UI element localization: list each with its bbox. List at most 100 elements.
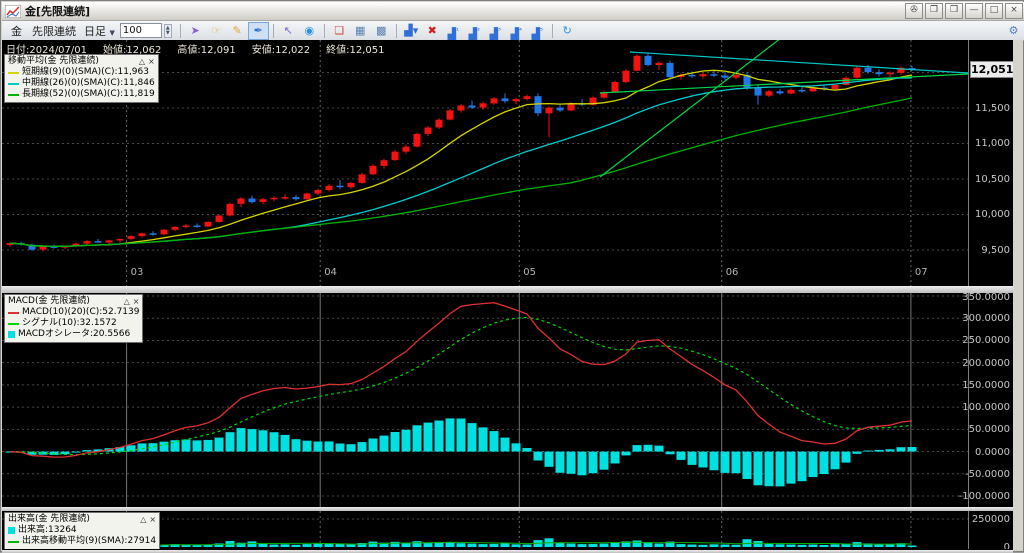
legend-row-label: 出来高:13264 — [18, 525, 77, 535]
macd-panel: MACD(金 先限連続) △ × MACD(10)(20)(C):52.7139 シグナ… — [2, 293, 1013, 507]
legend-close-icon[interactable]: × — [149, 515, 157, 524]
volume-bar — [731, 544, 741, 547]
macd-histogram-bar — [335, 443, 345, 452]
indicator-preset-1-icon[interactable]: ▟¹ — [447, 26, 459, 41]
price-tick: 10,000 — [975, 209, 1010, 221]
legend-row: 出来高移動平均(9)(SMA):27914 — [8, 536, 156, 547]
candle-body — [754, 87, 762, 96]
legend-swatch-icon — [8, 331, 15, 338]
bar-count-input[interactable]: 100 — [119, 23, 162, 38]
volume-bar — [467, 543, 477, 547]
price-panel: 日付:2024/07/01 始値:12,062 高値:12,091 安値:12,022… — [2, 40, 1013, 286]
timeframe-select[interactable]: 日足 ▼ — [84, 24, 115, 38]
pointer-select-icon[interactable]: ↖ — [283, 23, 293, 37]
volume-bar — [434, 543, 444, 547]
volume-bar — [577, 544, 587, 547]
candle-body — [50, 246, 58, 248]
volume-bar — [368, 541, 378, 547]
macd-histogram-bar — [599, 451, 609, 470]
resistance-trendline — [629, 51, 968, 74]
legend-minimize-icon[interactable]: △ — [123, 297, 130, 306]
candle-body — [149, 233, 157, 235]
remove-indicator-icon[interactable]: ✖ — [427, 23, 437, 37]
candle-body — [699, 74, 707, 77]
macd-histogram-bar — [687, 451, 697, 465]
panel-separator-2[interactable] — [2, 507, 1013, 511]
candle-body — [160, 229, 168, 235]
grid-layout-dense-icon[interactable]: ▩ — [376, 23, 387, 37]
indicator-preset-4-icon[interactable]: ▟⁴ — [510, 26, 522, 41]
volume-bar — [786, 544, 796, 547]
macd-plot[interactable] — [2, 293, 968, 507]
new-chart-window-icon[interactable]: ❏ — [334, 23, 345, 37]
macd-legend[interactable]: MACD(金 先限連続) △ × MACD(10)(20)(C):52.7139 シグナ… — [4, 294, 144, 343]
minimize-button[interactable]: — — [965, 3, 983, 19]
pencil-draw-icon[interactable]: ✎ — [232, 23, 242, 37]
legend-row-label: MACDオシレータ:20.5566 — [18, 329, 131, 339]
close-button[interactable]: × — [1005, 3, 1023, 19]
macd-histogram-bar — [841, 451, 851, 463]
candle-body — [237, 198, 245, 204]
candle-body — [127, 236, 135, 239]
legend-close-icon[interactable]: × — [132, 297, 140, 306]
candle-body — [853, 67, 861, 78]
volume-axis: 250000 0 — [968, 511, 1013, 549]
legend-minimize-icon[interactable]: △ — [140, 515, 147, 524]
link-window-icon[interactable]: ❐ — [925, 3, 943, 19]
volume-bar — [555, 542, 565, 547]
volume-bar — [621, 541, 631, 547]
toolbar-items: 金先限連続 日足 ▼ 100 ▲ ▼ ➤ ☞ ✎ ✒ ↖ ◉ ❏ ▦ ▩ ▟▾ ✖ ▟¹ ▟² ▟³ ▟⁴ ▟⁵ ↻ — [6, 21, 578, 41]
line-draw-icon[interactable]: ✒ — [247, 21, 269, 40]
maximize-button[interactable]: □ — [985, 3, 1003, 19]
steep-trendline — [599, 40, 780, 178]
indicator-preset-5-icon[interactable]: ▟⁵ — [531, 26, 543, 41]
settings-wrench-icon[interactable]: ⚙ — [1008, 23, 1019, 37]
toolbar-separator — [551, 23, 553, 38]
price-tick: 10,500 — [975, 173, 1010, 185]
volume-bar — [159, 544, 169, 547]
macd-histogram-bar — [225, 432, 235, 452]
volume-bar — [500, 543, 510, 547]
volume-bar — [720, 544, 730, 547]
candle-body — [842, 77, 850, 85]
window-title: 金[先限連続] — [25, 5, 91, 18]
volume-plot[interactable] — [2, 511, 968, 549]
macd-tick: -100.0000 — [958, 491, 1010, 502]
spin-arrows-icon[interactable]: ▲ ▼ — [163, 23, 172, 38]
duplicate-window-icon[interactable]: ❒ — [945, 3, 963, 19]
month-label: 05 — [523, 267, 537, 278]
volume-bar — [896, 543, 906, 547]
indicator-menu-icon[interactable]: ▟▾ — [404, 23, 419, 37]
legend-close-icon[interactable]: × — [148, 57, 155, 66]
cursor-icon[interactable]: ➤ — [190, 23, 200, 37]
volume-bar — [181, 544, 191, 547]
volume-bar — [643, 542, 653, 547]
macd-histogram-bar — [434, 420, 444, 452]
volume-panel: 出来高(金 先限連続) △ × 出来高:13264 出来高移動平均(9)(SMA):27… — [2, 511, 1013, 549]
macd-histogram-bar — [797, 451, 807, 482]
pin-icon[interactable]: ✇ — [905, 3, 923, 19]
ma-legend[interactable]: 移動平均(金 先限連続) △ × 短期線(9)(0)(SMA)(C):11,963 中期… — [4, 54, 159, 103]
hand-pan-icon[interactable]: ☞ — [211, 23, 222, 37]
macd-histogram-bar — [489, 431, 499, 452]
macd-histogram-bar — [632, 445, 642, 452]
zoom-sphere-icon[interactable]: ◉ — [304, 23, 315, 37]
candle-body — [622, 70, 630, 83]
volume-legend[interactable]: 出来高(金 先限連続) △ × 出来高:13264 出来高移動平均(9)(SMA):27… — [4, 512, 161, 549]
refresh-icon[interactable]: ↻ — [562, 23, 572, 37]
legend-row: MACDオシレータ:20.5566 — [8, 329, 139, 340]
legend-swatch-icon — [8, 311, 19, 314]
macd-histogram-bar — [643, 444, 653, 452]
price-plot[interactable] — [2, 40, 968, 286]
volume-bar — [291, 544, 301, 547]
panel-separator[interactable] — [2, 286, 1013, 293]
volume-bar — [566, 543, 576, 547]
legend-minimize-icon[interactable]: △ — [138, 57, 146, 66]
indicator-preset-2-icon[interactable]: ▟² — [468, 26, 480, 41]
legend-row-label: 短期線(9)(0)(SMA)(C):11,963 — [22, 67, 149, 77]
macd-histogram-bar — [731, 451, 741, 474]
volume-bar — [830, 544, 840, 547]
indicator-preset-3-icon[interactable]: ▟³ — [489, 26, 501, 41]
grid-layout-icon[interactable]: ▦ — [355, 23, 366, 37]
macd-axis: 350.0000 300.0000 250.0000 200.0000 150.0000… — [959, 293, 1013, 507]
